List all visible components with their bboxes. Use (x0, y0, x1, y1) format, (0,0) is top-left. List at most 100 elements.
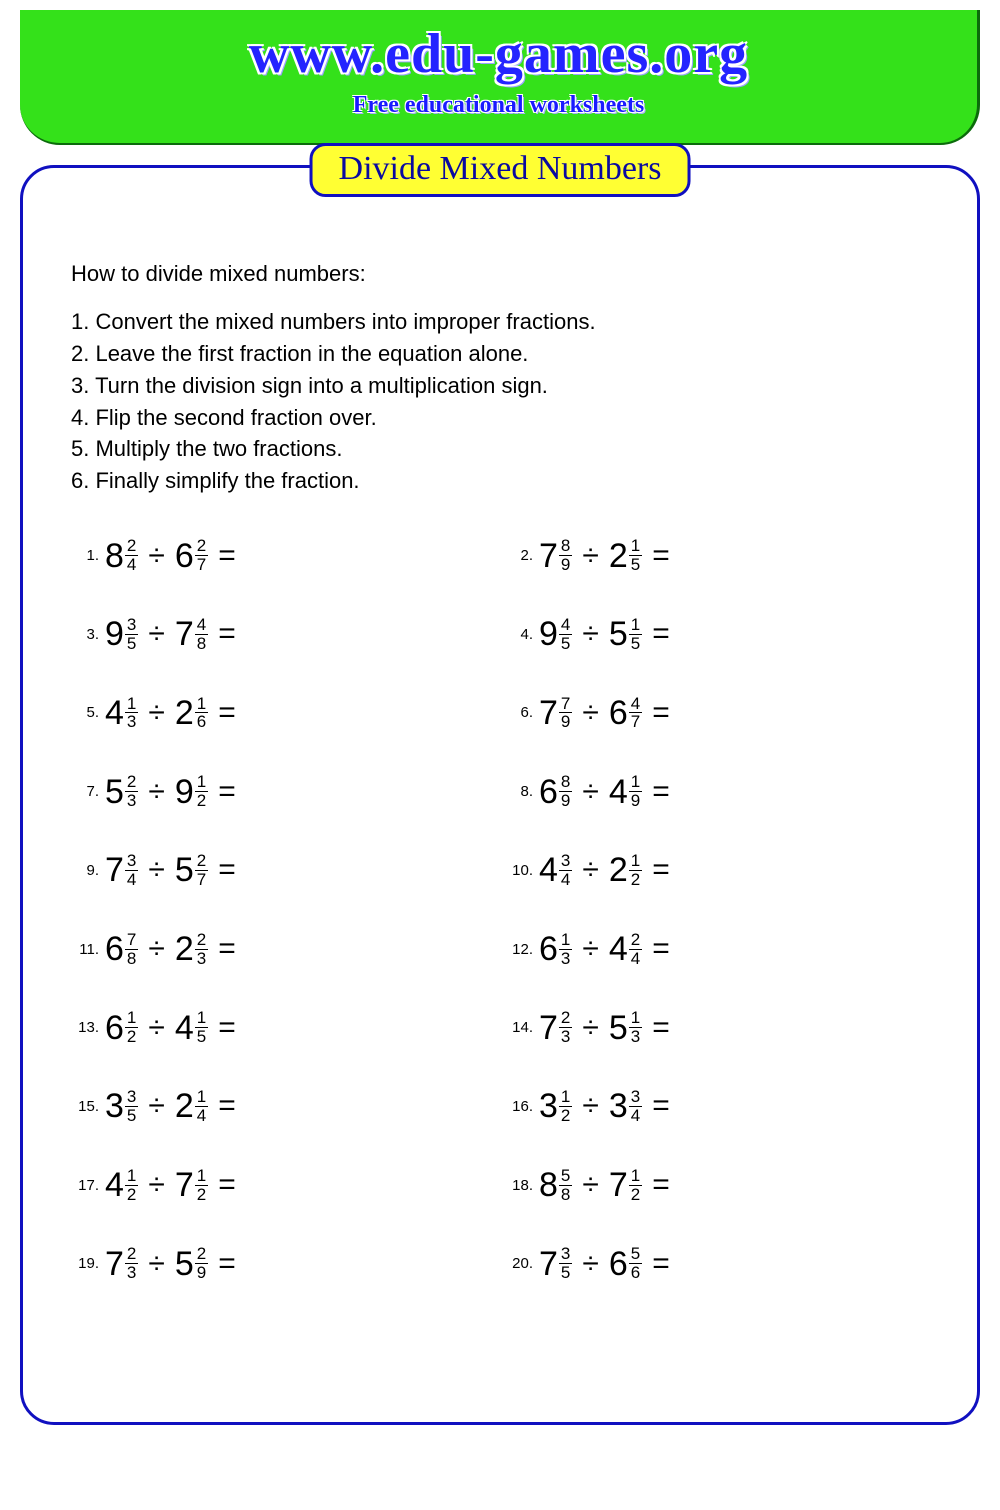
equals-sign: = (652, 853, 670, 887)
whole-part: 3 (539, 1089, 558, 1123)
fraction-part: 35 (559, 1245, 572, 1282)
problem-number: 10. (505, 862, 539, 879)
denominator: 9 (559, 713, 572, 731)
problem-row: 13.612÷415= (71, 1009, 495, 1046)
operator: ÷ (582, 1247, 598, 1281)
denominator: 7 (195, 871, 208, 889)
denominator: 3 (125, 1264, 138, 1282)
expression: 434 ÷ 212 = (539, 852, 670, 889)
problem-row: 12.613÷424= (505, 931, 929, 968)
fraction-part: 78 (125, 931, 138, 968)
operator: ÷ (582, 617, 598, 651)
worksheet-frame: How to divide mixed numbers: 1. Convert … (20, 165, 980, 1425)
fraction-part: 12 (125, 1009, 138, 1046)
equals-sign: = (218, 696, 236, 730)
mixed-number: 334 (609, 1088, 642, 1125)
numerator: 1 (195, 695, 208, 714)
whole-part: 5 (175, 1247, 194, 1281)
fraction-part: 23 (559, 1009, 572, 1046)
expression: 735÷656= (539, 1245, 670, 1282)
mixed-number: 415 (175, 1009, 208, 1046)
numerator: 2 (195, 537, 208, 556)
site-banner: www.edu-games.org Free educational works… (20, 10, 980, 145)
problem-number: 13. (71, 1019, 105, 1036)
whole-part: 4 (105, 1168, 124, 1202)
problem-row: 2.789÷215= (505, 537, 929, 574)
numerator: 1 (195, 1088, 208, 1107)
denominator: 4 (629, 950, 642, 968)
numerator: 3 (559, 1245, 572, 1264)
numerator: 1 (629, 773, 642, 792)
mixed-number: 413 (105, 695, 138, 732)
equals-sign: = (218, 775, 236, 809)
denominator: 7 (629, 713, 642, 731)
operator: ÷ (582, 775, 598, 809)
denominator: 2 (559, 1107, 572, 1125)
worksheet-container: Divide Mixed Numbers How to divide mixed… (20, 165, 980, 1425)
mixed-number: 434 (539, 852, 572, 889)
denominator: 5 (559, 635, 572, 653)
equals-sign: = (218, 1168, 236, 1202)
problem-row: 20.735÷656= (505, 1245, 929, 1282)
numerator: 5 (559, 1167, 572, 1186)
expression: 312÷334= (539, 1088, 670, 1125)
operator: ÷ (582, 1168, 598, 1202)
equals-sign: = (652, 696, 670, 730)
operator: ÷ (148, 932, 164, 966)
denominator: 4 (125, 871, 138, 889)
whole-part: 8 (539, 1168, 558, 1202)
problem-number: 3. (71, 626, 105, 643)
operator: ÷ (582, 853, 598, 887)
problem-row: 6.779÷647= (505, 695, 929, 732)
numerator: 4 (195, 616, 208, 635)
numerator: 2 (125, 1245, 138, 1264)
problem-number: 19. (71, 1255, 105, 1272)
whole-part: 4 (175, 1011, 194, 1045)
equals-sign: = (652, 617, 670, 651)
equals-sign: = (218, 1247, 236, 1281)
whole-part: 6 (105, 1011, 124, 1045)
fraction-part: 34 (629, 1088, 642, 1125)
whole-part: 5 (175, 853, 194, 887)
denominator: 7 (195, 556, 208, 574)
mixed-number: 223 (175, 931, 208, 968)
mixed-number: 945 (539, 616, 572, 653)
mixed-number: 212 (609, 852, 642, 889)
denominator: 3 (195, 950, 208, 968)
whole-part: 9 (539, 617, 558, 651)
numerator: 7 (125, 931, 138, 950)
numerator: 2 (559, 1009, 572, 1028)
expression: 723÷529= (105, 1245, 236, 1282)
operator: ÷ (582, 696, 598, 730)
operator: ÷ (148, 1247, 164, 1281)
fraction-part: 13 (559, 931, 572, 968)
fraction-part: 34 (559, 852, 572, 889)
fraction-part: 12 (629, 852, 642, 889)
whole-part: 6 (539, 775, 558, 809)
fraction-part: 48 (195, 616, 208, 653)
whole-part: 4 (539, 853, 558, 887)
numerator: 7 (559, 695, 572, 714)
fraction-part: 12 (125, 1167, 138, 1204)
fraction-part: 14 (195, 1088, 208, 1125)
denominator: 4 (629, 1107, 642, 1125)
mixed-number: 612 (105, 1009, 138, 1046)
denominator: 8 (195, 635, 208, 653)
numerator: 3 (559, 852, 572, 871)
problem-number: 8. (505, 783, 539, 800)
problem-number: 6. (505, 704, 539, 721)
denominator: 6 (629, 1264, 642, 1282)
whole-part: 7 (609, 1168, 628, 1202)
problem-number: 9. (71, 862, 105, 879)
mixed-number: 712 (609, 1167, 642, 1204)
mixed-number: 789 (539, 537, 572, 574)
problem-row: 10.434 ÷ 212 = (505, 852, 929, 889)
problem-number: 5. (71, 704, 105, 721)
fraction-part: 12 (559, 1088, 572, 1125)
instruction-step: 6. Finally simplify the fraction. (71, 465, 929, 497)
operator: ÷ (582, 932, 598, 966)
whole-part: 7 (539, 1011, 558, 1045)
denominator: 9 (195, 1264, 208, 1282)
mixed-number: 678 (105, 931, 138, 968)
whole-part: 2 (175, 932, 194, 966)
